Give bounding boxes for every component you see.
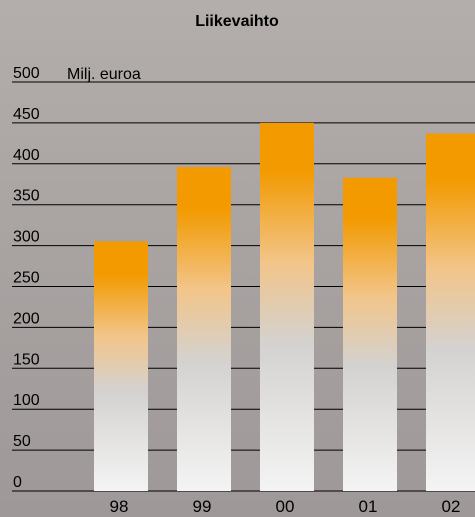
y-tick-label: 350 [13, 188, 40, 205]
y-tick-label: 0 [13, 474, 22, 491]
y-tick-label: 250 [13, 270, 40, 287]
y-tick-label: 300 [13, 229, 40, 246]
x-tick-label: 98 [110, 497, 129, 516]
bar-01 [343, 177, 397, 491]
chart-title: Liikevaihto [195, 13, 279, 30]
y-tick-label: 50 [13, 433, 31, 450]
y-tick-label: 200 [13, 310, 40, 327]
bar-00 [260, 122, 314, 492]
unit-label: Milj. euroa [67, 66, 141, 83]
x-tick-label: 01 [359, 497, 378, 516]
bar-98 [94, 241, 148, 491]
bar-99 [177, 167, 231, 491]
x-tick-label: 00 [276, 497, 295, 516]
bar-02 [426, 133, 475, 491]
y-tick-label: 150 [13, 351, 40, 368]
x-tick-label: 02 [442, 497, 461, 516]
y-tick-label: 400 [13, 147, 40, 164]
y-tick-label: 100 [13, 392, 40, 409]
y-tick-label: 500 [13, 65, 40, 82]
y-tick-label: 450 [13, 106, 40, 123]
x-tick-label: 99 [193, 497, 212, 516]
